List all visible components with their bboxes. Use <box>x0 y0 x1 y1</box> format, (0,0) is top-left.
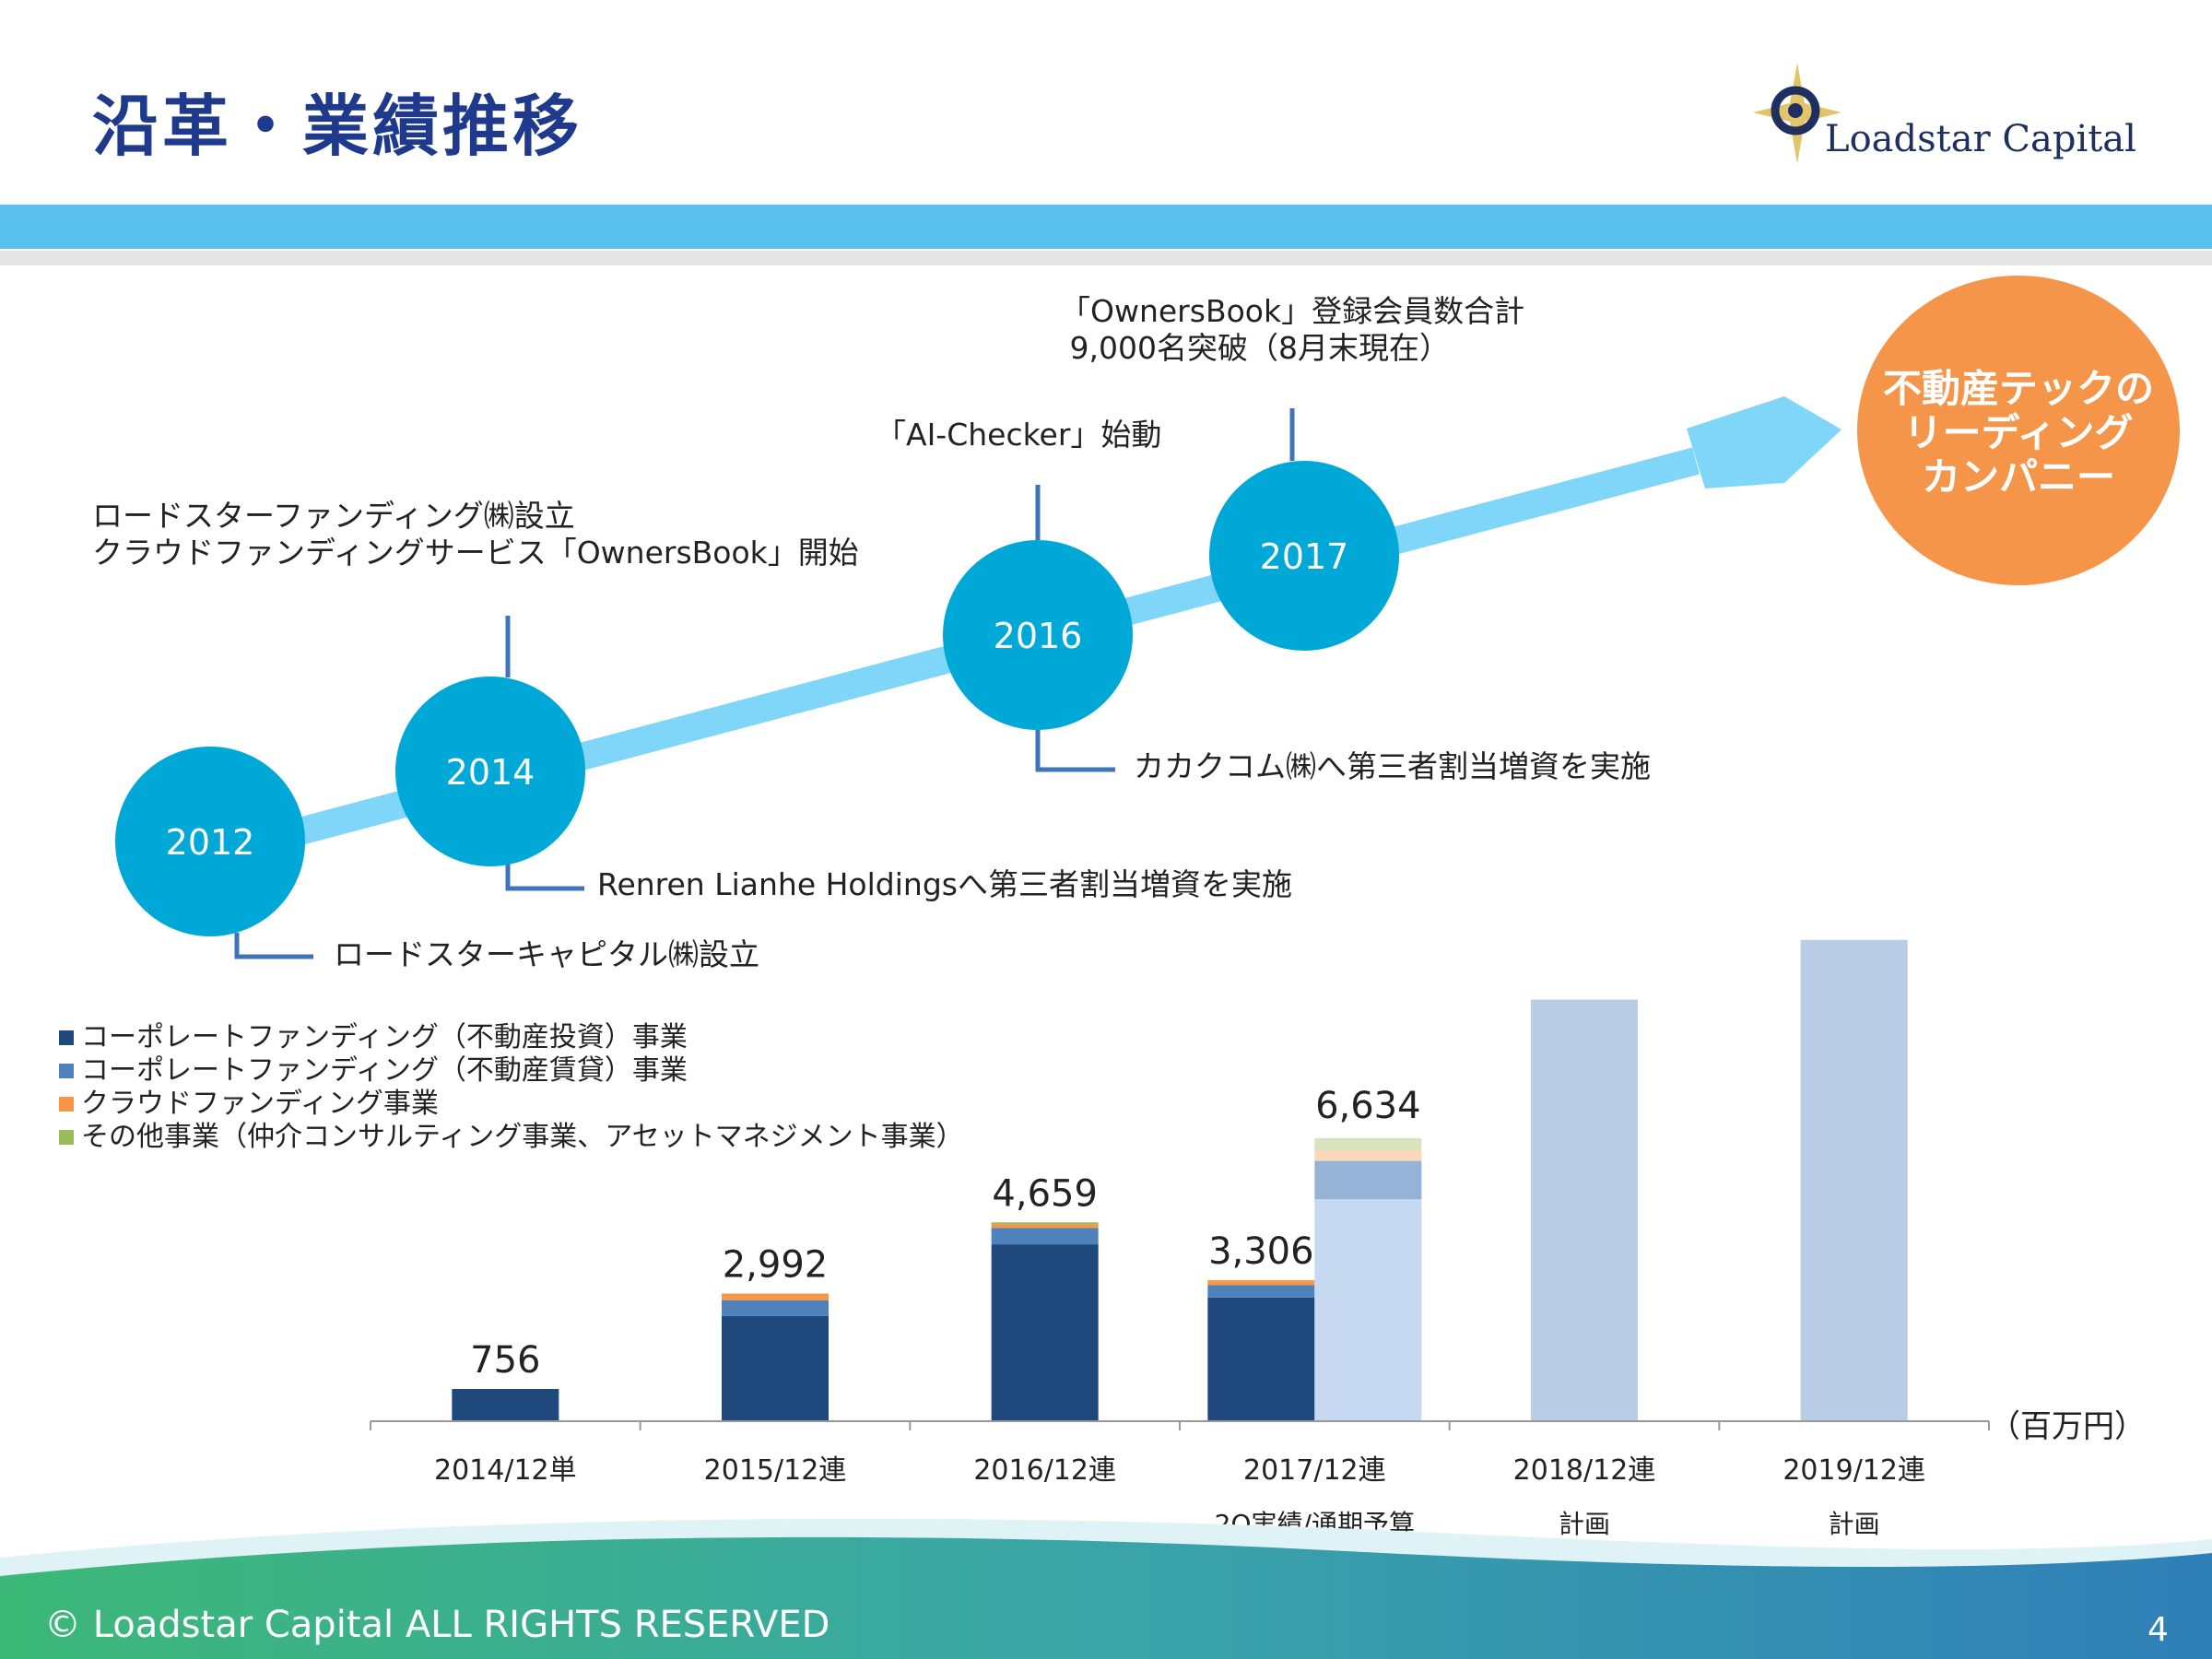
legend-item: コーポレートファンディング（不動産投資）事業 <box>59 1021 964 1054</box>
year-circle-2012 <box>115 747 305 936</box>
copyright-text: © Loadstar Capital ALL RIGHTS RESERVED <box>44 1604 830 1646</box>
x-tick-label: 2015/12連 <box>704 1454 847 1487</box>
note-2017-above: 「OwnersBook」登録会員数合計 9,000名突破（8月末現在） <box>1060 293 1525 366</box>
budget-bar-segment <box>1314 1137 1422 1150</box>
data-label: 3,306 <box>1208 1230 1314 1273</box>
bar-segment <box>1207 1297 1315 1421</box>
year-label-2017: 2017 <box>1260 536 1349 577</box>
legend-label: クラウドファンディング事業 <box>81 1088 439 1120</box>
x-tick-label: 2017/12連 <box>1243 1454 1386 1487</box>
target-label: 不動産テックの リーディング カンパニー <box>1882 366 2154 500</box>
legend-label: その他事業（仲介コンサルティング事業、アセットマネジメント事業） <box>81 1121 964 1153</box>
legend-swatch <box>59 1064 74 1078</box>
unit-label: （百万円） <box>1989 1408 2146 1445</box>
budget-bar-segment <box>1314 1149 1422 1161</box>
bar-segment <box>991 1228 1099 1245</box>
connector-2014-below <box>505 862 584 891</box>
legend-swatch <box>59 1030 74 1045</box>
chart-legend: コーポレートファンディング（不動産投資）事業 コーポレートファンディング（不動産… <box>59 1021 964 1154</box>
bar-segment <box>722 1293 829 1300</box>
header-band <box>0 205 2212 249</box>
data-label: 6,634 <box>1315 1085 1421 1127</box>
x-tick-label: 2014/12単 <box>434 1454 577 1487</box>
x-tick-sublabel: 計画 <box>1559 1509 1610 1539</box>
plan-bar <box>1531 999 1638 1421</box>
data-label: 2,992 <box>723 1243 829 1286</box>
year-circle-2014 <box>395 677 585 866</box>
legend-label: コーポレートファンディング（不動産投資）事業 <box>81 1021 688 1053</box>
legend-item: その他事業（仲介コンサルティング事業、アセットマネジメント事業） <box>59 1121 964 1154</box>
logo-text: Loadstar Capital <box>1825 118 2136 160</box>
bar-segment <box>722 1315 829 1421</box>
year-circle-2016 <box>943 540 1133 730</box>
budget-bar-segment <box>1314 1160 1422 1200</box>
header-band-shadow <box>0 251 2212 265</box>
bar-segment <box>991 1224 1099 1229</box>
note-2016-above: 「AI-Checker」始動 <box>876 417 1162 453</box>
budget-bar-segment <box>1314 1199 1422 1421</box>
x-tick-label: 2016/12連 <box>973 1454 1116 1487</box>
legend-swatch <box>59 1097 74 1112</box>
connector-2012 <box>234 933 313 959</box>
legend-item: コーポレートファンディング（不動産賃貸）事業 <box>59 1054 964 1088</box>
bar-segment <box>722 1300 829 1316</box>
slide-title: 沿革・業績推移 <box>92 88 583 165</box>
x-tick-label: 2018/12連 <box>1513 1454 1656 1487</box>
bar-segment <box>991 1222 1099 1225</box>
connector-2016-below <box>1035 730 1115 772</box>
footer-wave <box>0 1518 2212 1659</box>
star-compass-icon <box>1753 63 1841 164</box>
bar-segment <box>1207 1285 1315 1298</box>
note-2012: ロードスターキャピタル㈱設立 <box>334 936 759 972</box>
legend-item: クラウドファンディング事業 <box>59 1088 964 1121</box>
x-tick-sublabel: 計画 <box>1829 1509 1880 1539</box>
company-logo: Loadstar Capital <box>1733 55 2175 175</box>
page-number: 4 <box>2147 1611 2169 1649</box>
bar-segment <box>452 1388 559 1421</box>
data-label: 4,659 <box>992 1172 1098 1215</box>
target-circle <box>1857 276 2180 585</box>
year-label-2012: 2012 <box>166 822 255 863</box>
legend-label: コーポレートファンディング（不動産賃貸）事業 <box>81 1054 688 1087</box>
data-label: 756 <box>470 1339 540 1382</box>
year-label-2014: 2014 <box>446 752 535 793</box>
note-2014-above: ロードスターファンディング㈱設立 クラウドファンディングサービス「OwnersB… <box>92 498 859 571</box>
plan-bar <box>1800 939 1908 1421</box>
bar-segment <box>991 1244 1099 1421</box>
note-2016-below: カカクコム㈱へ第三者割当増資を実施 <box>1134 748 1651 784</box>
year-label-2016: 2016 <box>994 616 1083 656</box>
note-2014-below: Renren Lianhe Holdingsへ第三者割当増資を実施 <box>597 866 1292 902</box>
timeline-arrow-tip <box>1687 396 1841 488</box>
legend-swatch <box>59 1130 74 1145</box>
x-tick-label: 2019/12連 <box>1783 1454 1925 1487</box>
bar-segment <box>1207 1279 1315 1286</box>
year-circle-2017 <box>1209 461 1399 651</box>
